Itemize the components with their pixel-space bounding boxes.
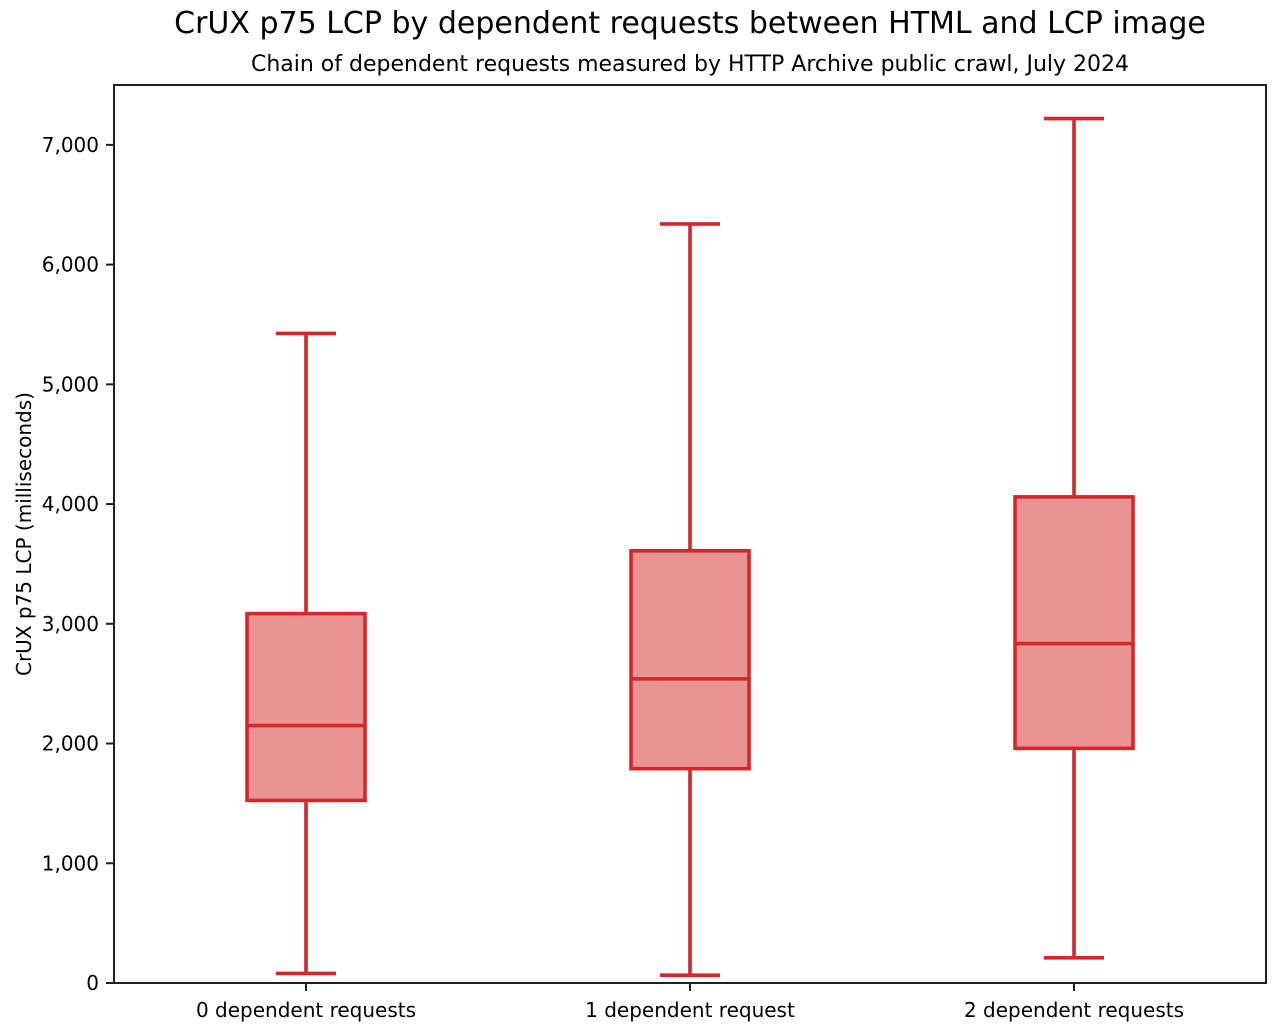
y-tick-label: 3,000 bbox=[42, 612, 99, 636]
y-tick-label: 1,000 bbox=[42, 851, 99, 875]
box-iqr bbox=[1013, 495, 1135, 751]
x-tick-label: 0 dependent requests bbox=[196, 998, 416, 1022]
y-tick-label: 5,000 bbox=[42, 372, 99, 396]
box-iqr bbox=[245, 611, 367, 803]
chart-subtitle: Chain of dependent requests measured by … bbox=[250, 52, 1130, 77]
y-tick-label: 2,000 bbox=[42, 732, 99, 756]
chart-title: CrUX p75 LCP by dependent requests betwe… bbox=[174, 6, 1206, 41]
y-tick-label: 0 bbox=[86, 971, 99, 995]
x-tick-label: 1 dependent request bbox=[585, 998, 795, 1022]
box-iqr bbox=[629, 548, 751, 771]
y-tick-label: 4,000 bbox=[42, 492, 99, 516]
y-tick-label: 7,000 bbox=[42, 133, 99, 157]
y-tick-label: 6,000 bbox=[42, 253, 99, 277]
x-tick-label: 2 dependent requests bbox=[964, 998, 1184, 1022]
